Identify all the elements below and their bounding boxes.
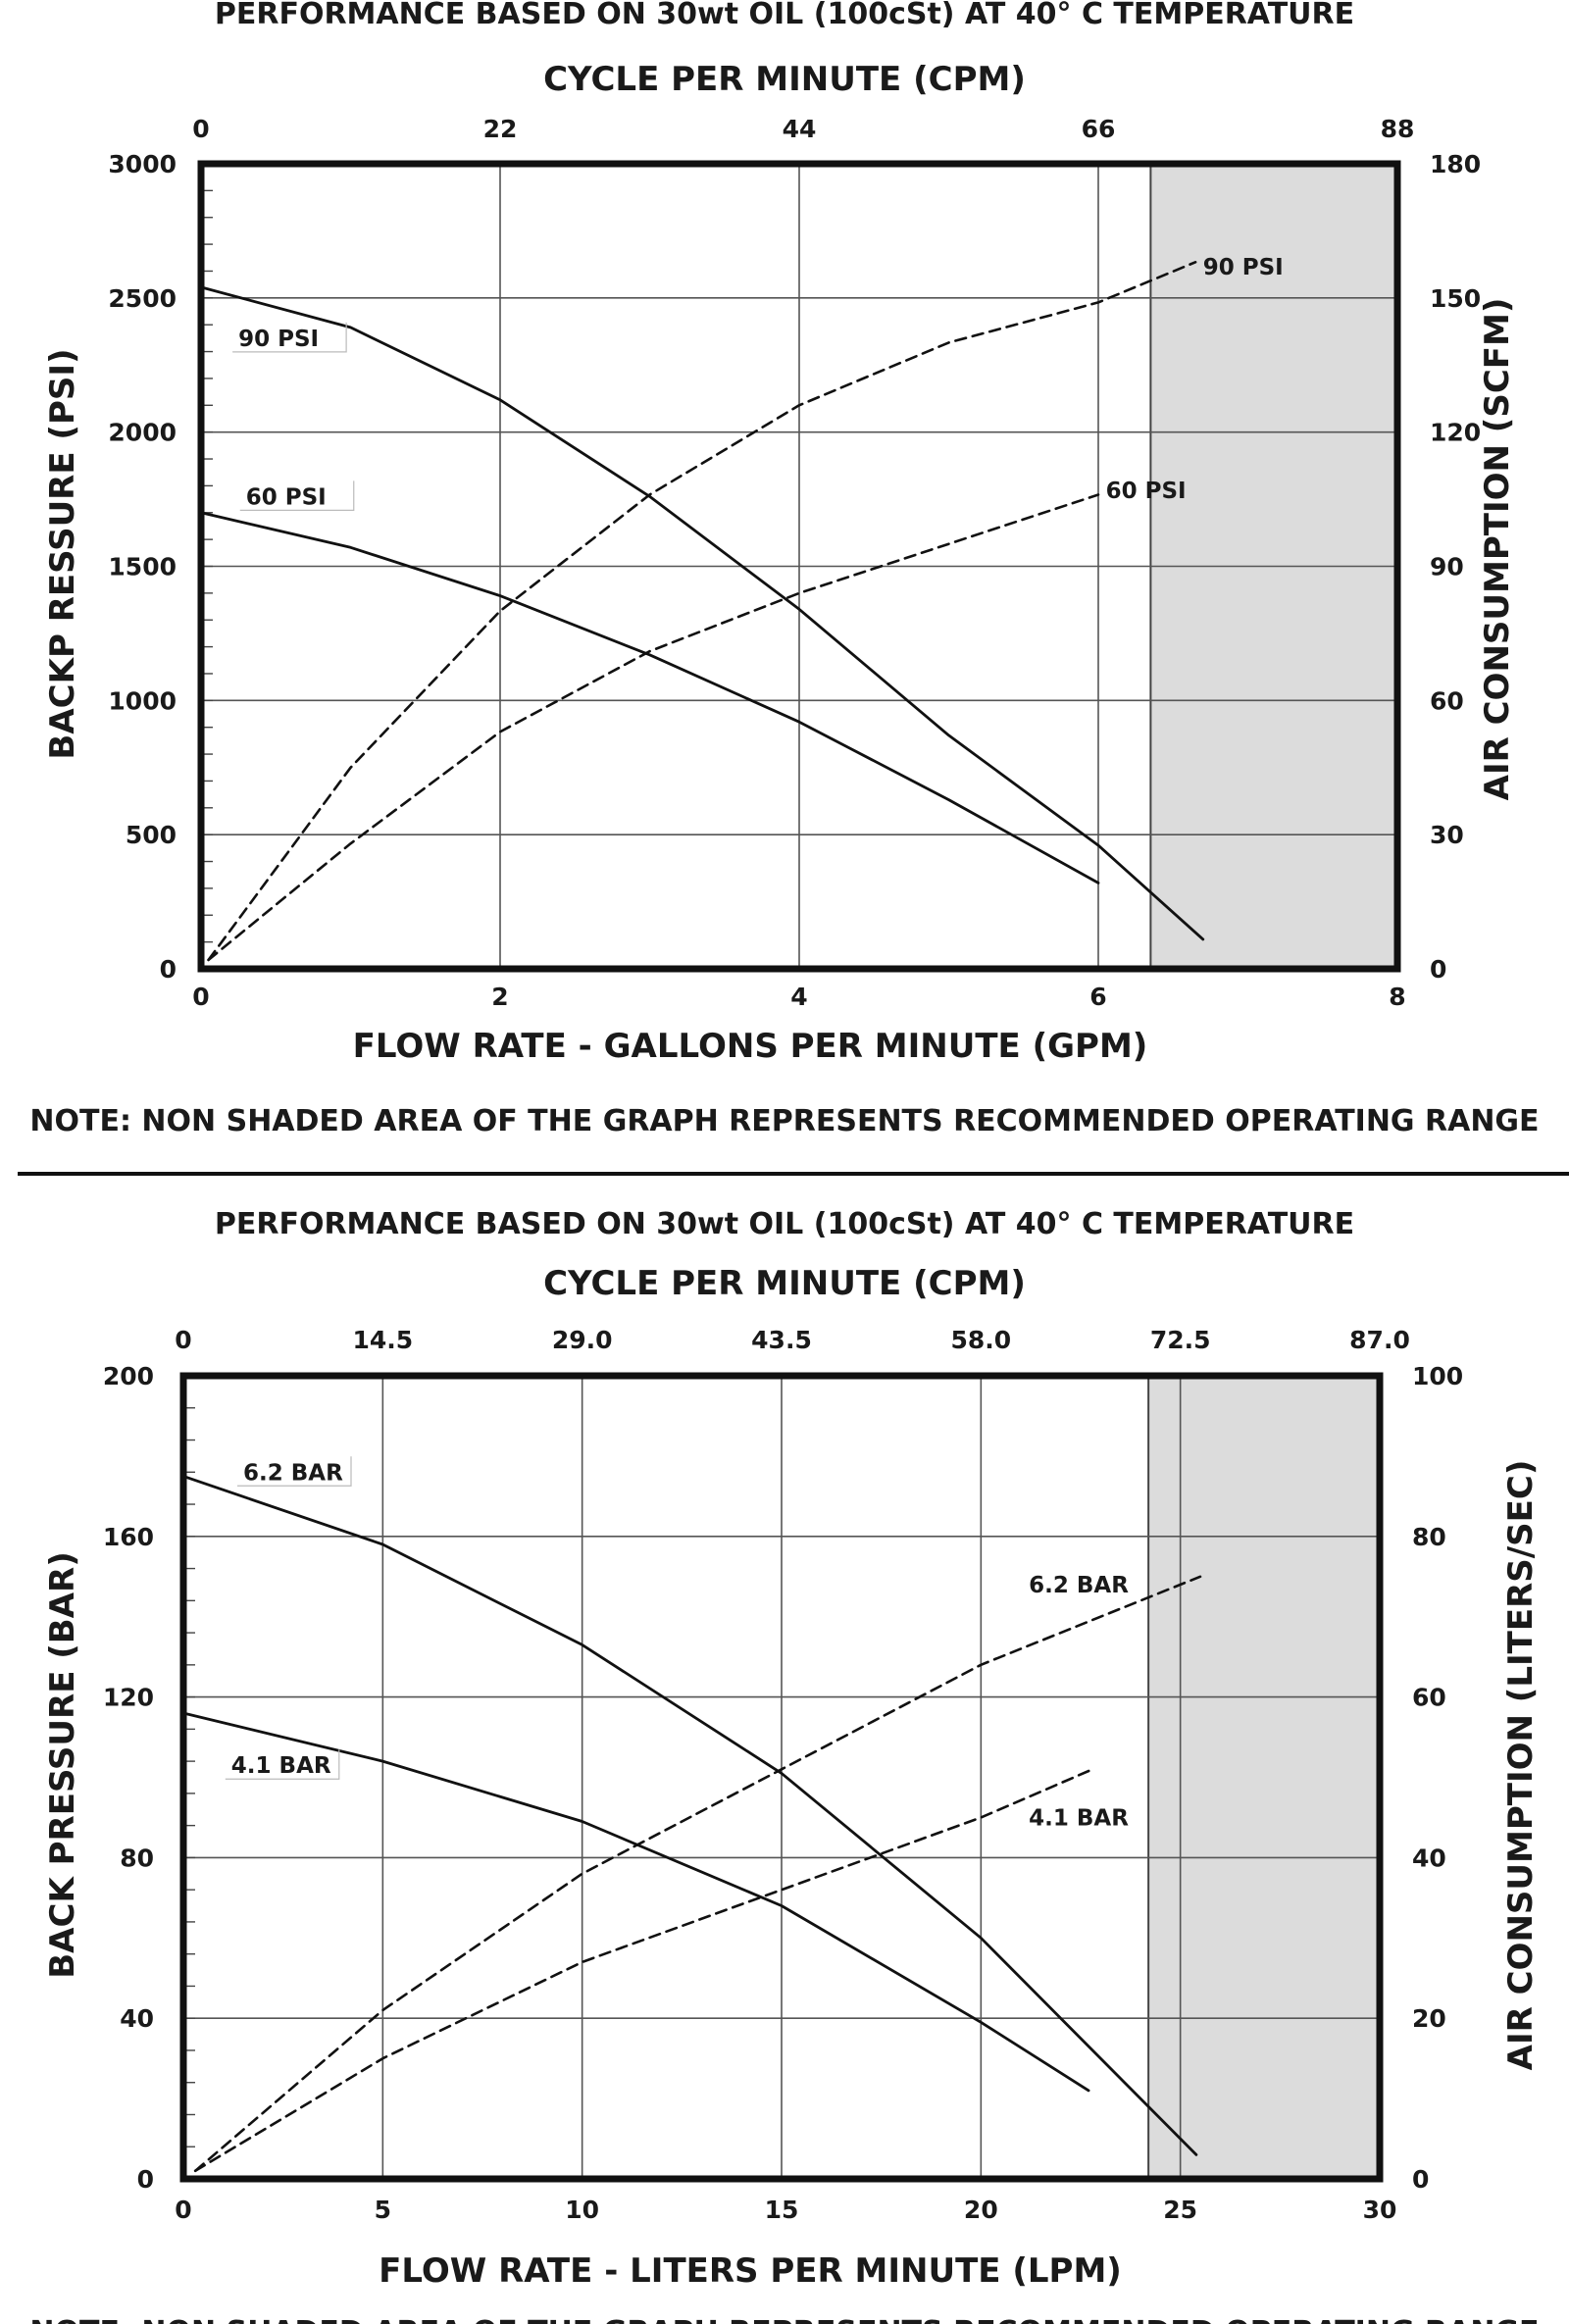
- chart1-top-tick-label: 66: [1082, 115, 1116, 143]
- chart1-y-tick-label: 2000: [108, 419, 177, 447]
- chart2-shaded-region: [1148, 1376, 1380, 2179]
- chart1-note: NOTE: NON SHADED AREA OF THE GRAPH REPRE…: [29, 1104, 1539, 1138]
- chart1-x-tick-label: 2: [491, 983, 508, 1011]
- chart1-series-label-2: 90 PSI: [1203, 255, 1284, 280]
- chart1-x-tick-label: 8: [1389, 983, 1405, 1011]
- chart2-y-tick-label: 120: [103, 1684, 154, 1712]
- chart1-top-tick-label: 44: [783, 115, 817, 143]
- chart2-top-axis-title: CYCLE PER MINUTE (CPM): [543, 1264, 1026, 1303]
- chart2-y2-axis-title: AIR CONSUMPTION (LITERS/SEC): [1501, 1460, 1541, 2071]
- chart1-y-axis-title: BACKP RESSURE (PSI): [43, 348, 82, 759]
- chart2-y-tick-label: 0: [137, 2165, 154, 2194]
- chart2-label-bracket: [237, 1456, 352, 1487]
- chart1-y-tick-label: 500: [126, 821, 177, 849]
- chart1-y-tick-label: 1000: [108, 686, 177, 715]
- chart2-top-tick-label: 87.0: [1349, 1326, 1410, 1354]
- chart2-x-tick-label: 5: [375, 2196, 391, 2224]
- chart2-x-tick-label: 10: [565, 2196, 599, 2224]
- chart1-y2-tick-label: 90: [1430, 553, 1464, 581]
- chart2-top-tick-label: 29.0: [552, 1326, 613, 1354]
- chart2-series-label-2: 6.2 BAR: [1029, 1573, 1129, 1598]
- chart2-x-tick-label: 30: [1363, 2196, 1397, 2224]
- chart2-y2-tick-label: 20: [1412, 2004, 1446, 2033]
- chart2-y2-tick-label: 0: [1412, 2165, 1429, 2194]
- chart1-y2-tick-label: 180: [1430, 150, 1481, 178]
- chart2-y-axis-title: BACK PRESSURE (BAR): [43, 1551, 82, 1978]
- chart2-series-air-3: [193, 1768, 1094, 2173]
- chart1-header: PERFORMANCE BASED ON 30wt OIL (100cSt) A…: [215, 0, 1354, 31]
- chart2-top-tick-label: 0: [175, 1326, 191, 1354]
- chart2-top-tick-label: 43.5: [751, 1326, 812, 1354]
- chart1-series-pressure-1: [199, 511, 1100, 884]
- chart2-x-tick-label: 20: [964, 2196, 998, 2224]
- chart2-series-pressure-1: [181, 1711, 1090, 2093]
- chart2-x-axis-title: FLOW RATE - LITERS PER MINUTE (LPM): [379, 2251, 1122, 2291]
- chart2-plot-frame: [179, 1372, 1384, 2183]
- chart1-y-tick-label: 3000: [108, 150, 177, 178]
- chart1-series-pressure-0: [199, 285, 1205, 941]
- chart1-y2-tick-label: 0: [1430, 955, 1446, 984]
- chart2-x-tick-label: 25: [1163, 2196, 1197, 2224]
- chart1-top-tick-label: 88: [1381, 115, 1415, 143]
- chart2-y-tick-label: 40: [120, 2004, 154, 2033]
- chart2-x-tick-label: 15: [765, 2196, 799, 2224]
- chart2-y-tick-label: 200: [103, 1362, 154, 1390]
- chart1-y-tick-label: 2500: [108, 284, 177, 313]
- chart2-label-bracket: [225, 1749, 340, 1780]
- chart1-top-tick-label: 22: [483, 115, 518, 143]
- chart1-y-tick-label: 0: [160, 955, 177, 984]
- chart1-y2-axis-title: AIR CONSUMPTION (SCFM): [1478, 298, 1517, 801]
- chart2-y2-tick-label: 80: [1412, 1523, 1446, 1551]
- chart1-y2-tick-label: 150: [1430, 284, 1481, 313]
- chart2-series-pressure-0: [181, 1475, 1198, 2156]
- chart1-label-bracket: [239, 480, 355, 511]
- chart1-y2-tick-label: 30: [1430, 821, 1464, 849]
- chart1-plot-frame: [197, 160, 1401, 973]
- chart2-header: PERFORMANCE BASED ON 30wt OIL (100cSt) A…: [215, 1207, 1354, 1241]
- chart2-plot-area: 6.2 BAR 4.1 BAR 6.2 BAR 4.1 BAR 0 5 10 15 20 25 30…: [103, 1326, 1463, 2224]
- chart1-x-tick-label: 4: [790, 983, 807, 1011]
- chart1-y2-tick-label: 120: [1430, 419, 1481, 447]
- chart1-label-bracket: [232, 322, 347, 353]
- chart2-series-air-2: [193, 1575, 1202, 2173]
- chart2-x-tick-label: 0: [175, 2196, 191, 2224]
- chart2-y2-tick-label: 60: [1412, 1684, 1446, 1712]
- chart2-y-tick-label: 160: [103, 1523, 154, 1551]
- chart2-series-label-1: 4.1 BAR: [231, 1753, 331, 1779]
- chart1-series-label-3: 60 PSI: [1106, 479, 1187, 504]
- chart1-y-tick-label: 1500: [108, 553, 177, 581]
- chart2-series-label-0: 6.2 BAR: [243, 1460, 343, 1486]
- chart2-y-tick-label: 80: [120, 1844, 154, 1872]
- chart1-series-air-3: [207, 493, 1100, 962]
- chart1-series-air-2: [207, 261, 1197, 962]
- chart1-top-tick-label: 0: [192, 115, 209, 143]
- chart-gpm: PERFORMANCE BASED ON 30wt OIL (100cSt) A…: [29, 0, 1539, 1138]
- chart1-y2-tick-label: 60: [1430, 686, 1464, 715]
- chart1-top-axis-title: CYCLE PER MINUTE (CPM): [543, 60, 1026, 99]
- chart1-series-label-0: 90 PSI: [238, 327, 319, 352]
- chart2-y2-tick-label: 40: [1412, 1844, 1446, 1872]
- chart1-x-tick-label: 6: [1089, 983, 1106, 1011]
- chart2-top-tick-label: 58.0: [950, 1326, 1011, 1354]
- chart2-y2-tick-label: 100: [1412, 1362, 1463, 1390]
- chart2-note: NOTE: NON SHADED AREA OF THE GRAPH REPRE…: [29, 2315, 1539, 2324]
- chart-lpm: PERFORMANCE BASED ON 30wt OIL (100cSt) A…: [29, 1207, 1541, 2324]
- chart2-top-tick-label: 72.5: [1150, 1326, 1211, 1354]
- chart1-series-label-1: 60 PSI: [246, 484, 327, 510]
- chart2-top-tick-label: 14.5: [352, 1326, 413, 1354]
- chart2-series-label-3: 4.1 BAR: [1029, 1805, 1129, 1831]
- chart1-x-axis-title: FLOW RATE - GALLONS PER MINUTE (GPM): [353, 1027, 1148, 1066]
- chart1-x-tick-label: 0: [192, 983, 209, 1011]
